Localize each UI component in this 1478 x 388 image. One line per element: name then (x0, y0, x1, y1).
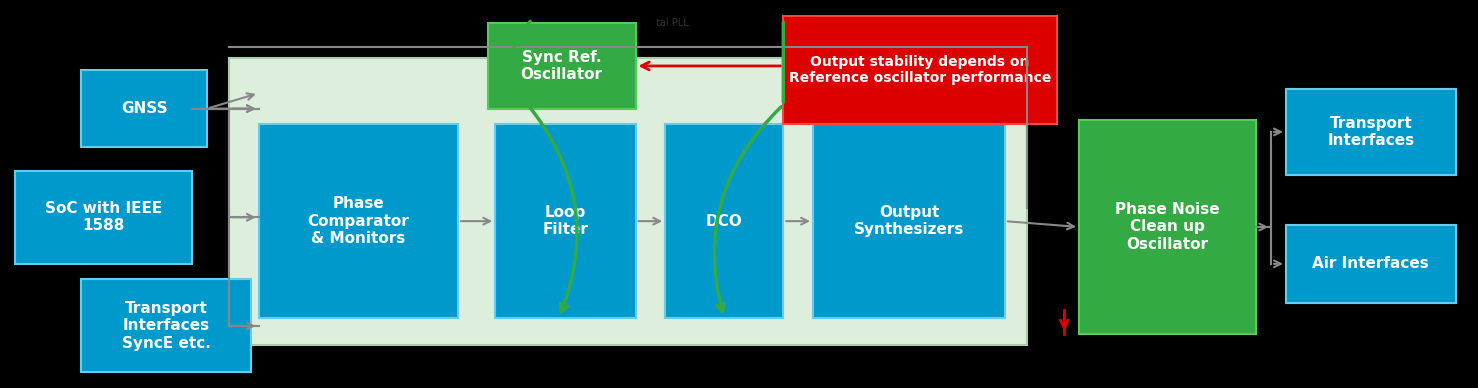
FancyBboxPatch shape (81, 279, 251, 372)
Text: Output stability depends on
Reference oscillator performance: Output stability depends on Reference os… (789, 55, 1051, 85)
Text: tal PLL: tal PLL (656, 18, 689, 28)
FancyBboxPatch shape (1286, 225, 1456, 303)
Text: Transport
Interfaces: Transport Interfaces (1327, 116, 1414, 148)
Text: Phase Noise
Clean up
Oscillator: Phase Noise Clean up Oscillator (1116, 202, 1219, 252)
FancyBboxPatch shape (1286, 89, 1456, 175)
FancyBboxPatch shape (81, 70, 207, 147)
FancyBboxPatch shape (1079, 120, 1256, 334)
FancyBboxPatch shape (495, 124, 636, 318)
FancyBboxPatch shape (259, 124, 458, 318)
Text: Air Interfaces: Air Interfaces (1312, 256, 1429, 271)
Text: Output
Synthesizers: Output Synthesizers (854, 205, 964, 237)
Text: GNSS: GNSS (121, 101, 167, 116)
Text: Loop
Filter: Loop Filter (542, 205, 588, 237)
FancyBboxPatch shape (229, 58, 1027, 345)
Text: SoC with IEEE
1588: SoC with IEEE 1588 (44, 201, 163, 234)
FancyBboxPatch shape (783, 16, 1057, 124)
FancyBboxPatch shape (488, 23, 636, 109)
Text: Phase
Comparator
& Monitors: Phase Comparator & Monitors (307, 196, 409, 246)
FancyBboxPatch shape (15, 171, 192, 264)
FancyBboxPatch shape (665, 124, 783, 318)
Text: Sync Ref.
Oscillator: Sync Ref. Oscillator (520, 50, 603, 82)
Text: DCO: DCO (706, 214, 742, 229)
FancyBboxPatch shape (813, 124, 1005, 318)
Text: Transport
Interfaces
SyncE etc.: Transport Interfaces SyncE etc. (121, 301, 211, 351)
